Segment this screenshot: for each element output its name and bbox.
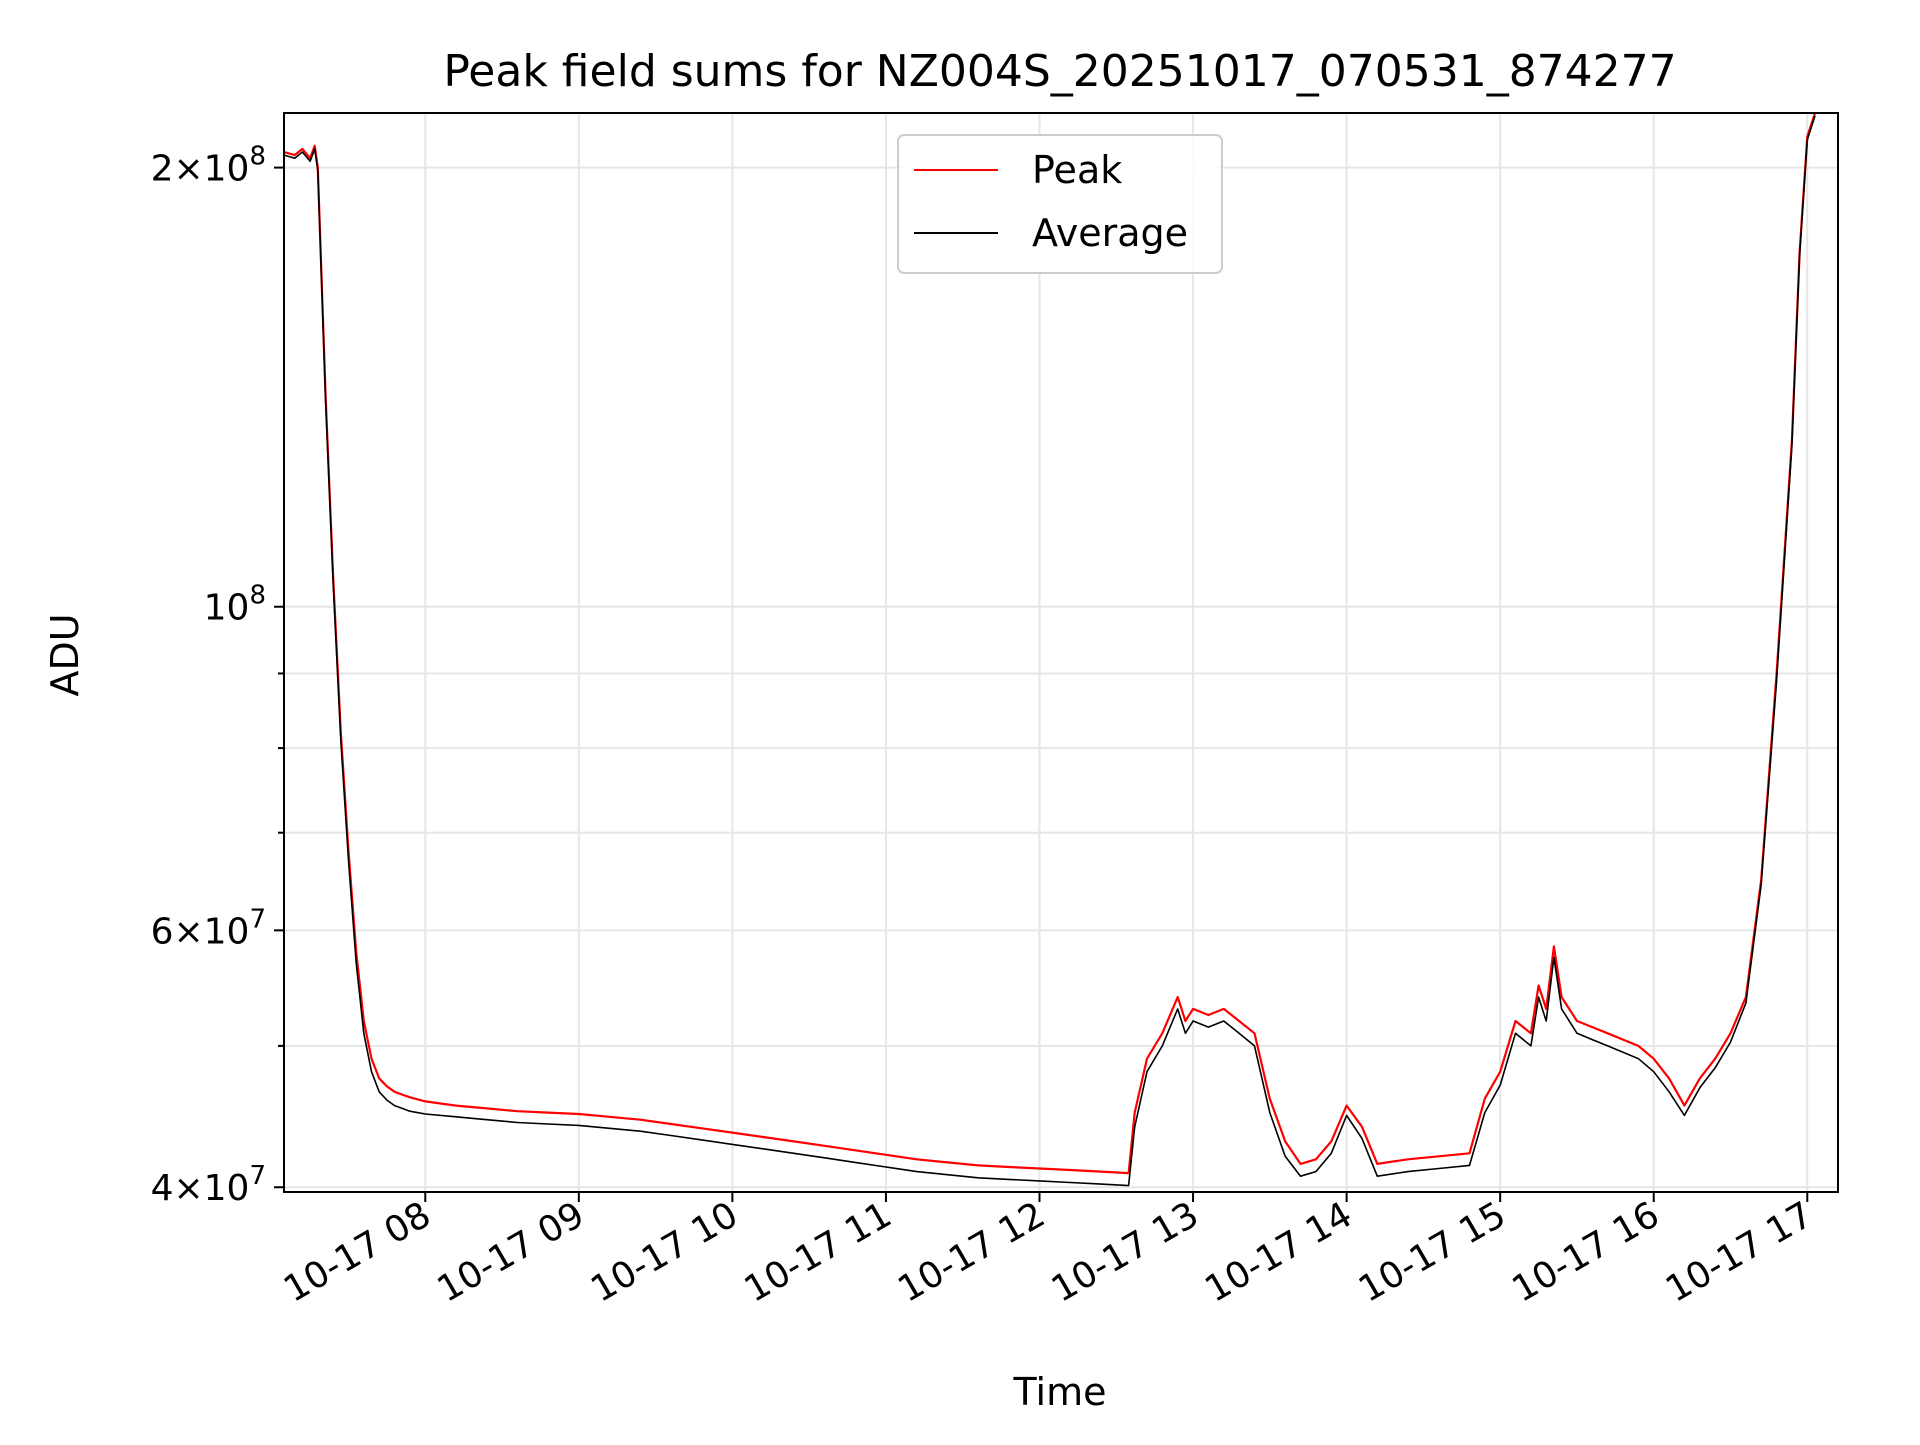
legend: Peak Average (897, 134, 1223, 274)
y-axis: 4×107 6×107 108 2×108 (151, 142, 284, 1209)
x-axis-label: Time (1013, 1370, 1107, 1414)
plot-background (284, 113, 1838, 1192)
legend-label-average: Average (1032, 211, 1188, 255)
chart-title: Peak field sums for NZ004S_20251017_0705… (443, 46, 1676, 97)
plot-frame (283, 112, 1839, 1193)
y-axis-label: ADU (43, 613, 87, 696)
y-tick-label: 4×107 (151, 1161, 266, 1209)
y-tick-label: 2×108 (151, 142, 266, 190)
series-line-peak (284, 113, 1817, 1175)
y-tick-label: 108 (204, 581, 266, 629)
y-tick-label: 6×107 (151, 904, 266, 952)
legend-label-peak: Peak (1032, 148, 1122, 192)
series-group (284, 113, 1817, 1187)
series-line-average (284, 115, 1816, 1187)
